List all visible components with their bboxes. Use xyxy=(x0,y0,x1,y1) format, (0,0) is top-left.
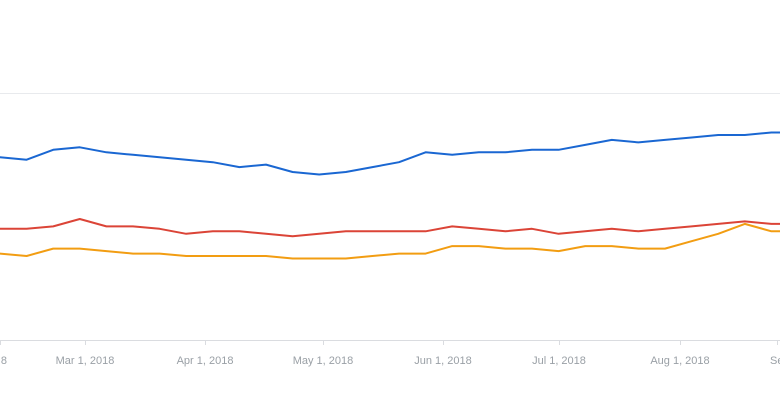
series-line-3 xyxy=(0,222,780,260)
x-tick-label: Apr 1, 2018 xyxy=(177,355,234,367)
x-tick-label: Jun 1, 2018 xyxy=(414,355,472,367)
series-line-1 xyxy=(0,131,780,176)
series-line-2 xyxy=(0,218,780,238)
x-tick-label: Mar 1, 2018 xyxy=(56,355,115,367)
x-tick-label: Se xyxy=(770,355,780,367)
x-tick-label: Jul 1, 2018 xyxy=(532,355,586,367)
x-tick-label: Aug 1, 2018 xyxy=(650,355,709,367)
x-tick-label: May 1, 2018 xyxy=(293,355,354,367)
x-tick-label: 8 xyxy=(1,355,7,367)
